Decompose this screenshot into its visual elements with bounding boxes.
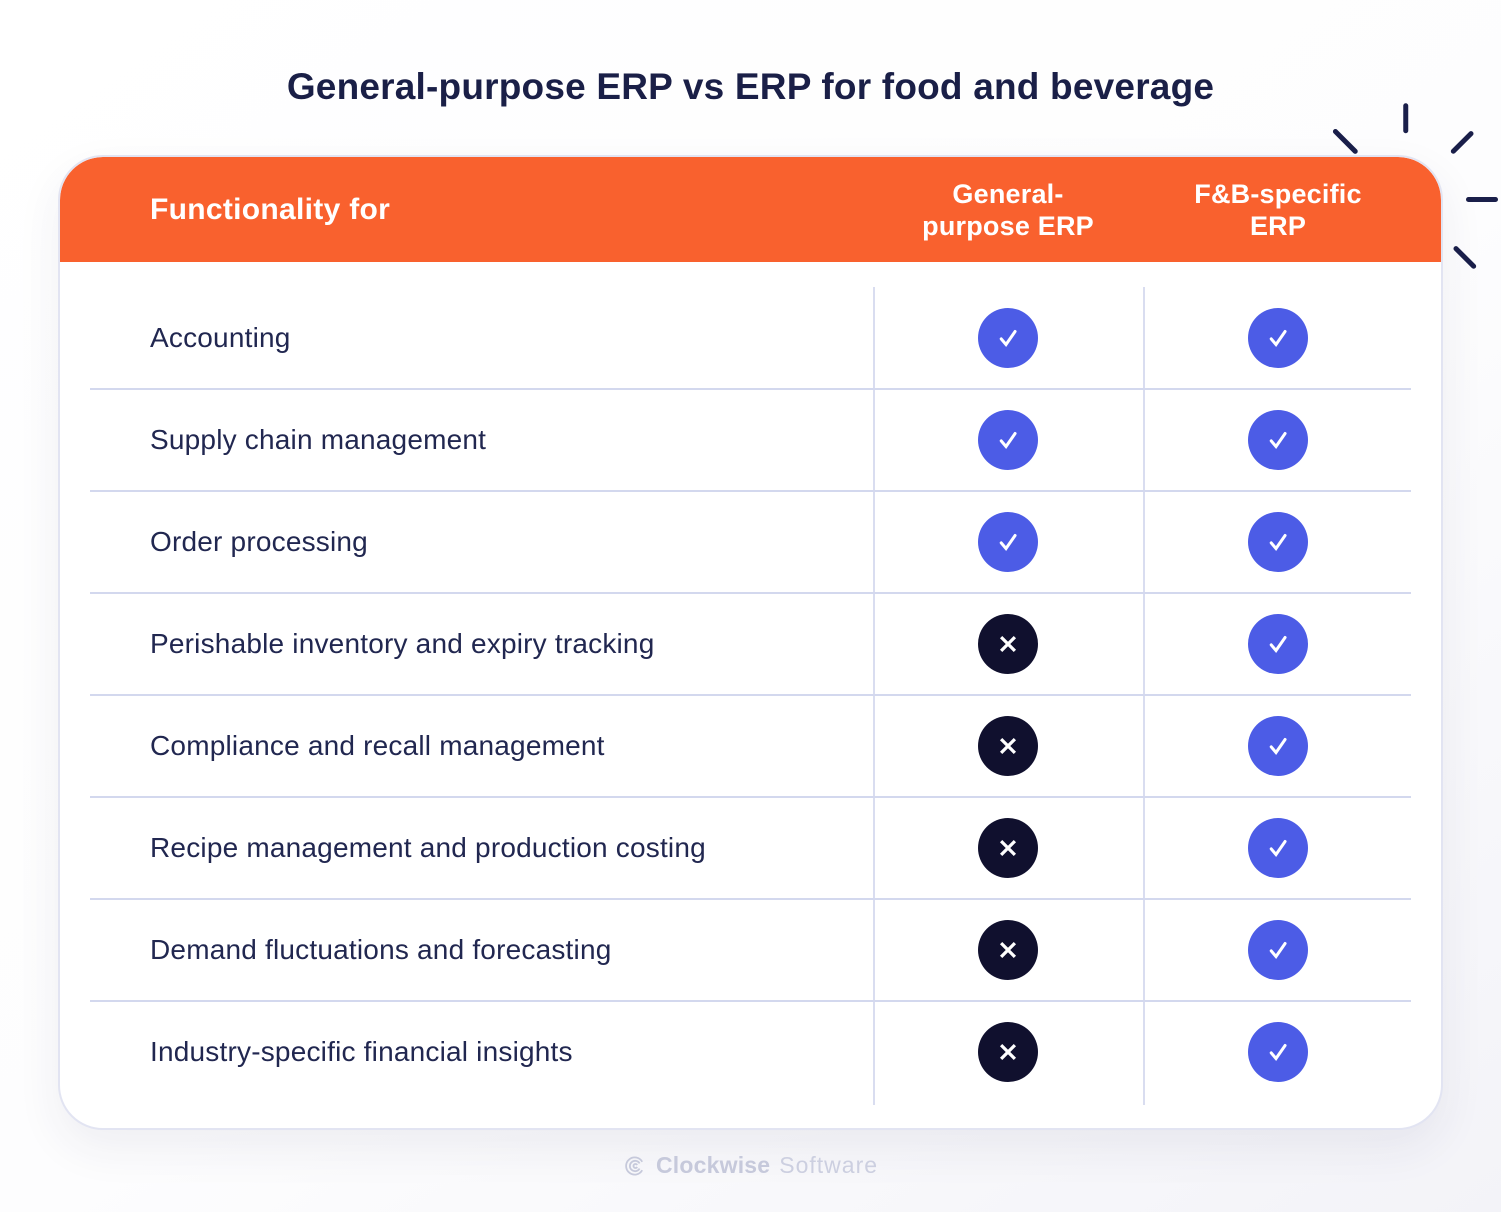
check-icon (1248, 410, 1308, 470)
fnb-specific-cell (1143, 614, 1413, 674)
general-purpose-cell (873, 410, 1143, 470)
table-row: Accounting (60, 287, 1441, 389)
table-row: Perishable inventory and expiry tracking (60, 592, 1441, 695)
feature-label: Order processing (60, 526, 873, 558)
table-row: Compliance and recall management (60, 694, 1441, 797)
check-icon (1248, 818, 1308, 878)
brand-name: Clockwise (655, 1152, 771, 1178)
check-icon (1248, 512, 1308, 572)
table-header: Functionality for General- purpose ERP F… (60, 157, 1441, 262)
table-row: Demand fluctuations and forecasting (60, 898, 1441, 1001)
cross-icon (978, 716, 1038, 776)
burst-line-icon (1452, 245, 1478, 270)
table-row: Order processing (60, 490, 1441, 593)
fnb-specific-cell (1143, 410, 1413, 470)
table-body: Accounting Supply chain management Order… (60, 262, 1441, 1105)
feature-text: Supply chain management (150, 424, 487, 455)
burst-line-icon (1403, 103, 1409, 134)
cross-icon (978, 614, 1038, 674)
table-rows: Accounting Supply chain management Order… (60, 287, 1441, 1103)
feature-text: Perishable inventory and expiry tracking (150, 628, 655, 659)
header-line: General- (952, 178, 1064, 209)
general-purpose-cell (873, 716, 1143, 776)
fnb-specific-erp-header: F&B-specific ERP (1143, 178, 1413, 242)
feature-label: Supply chain management (60, 424, 873, 456)
check-icon (1248, 920, 1308, 980)
cross-icon (978, 818, 1038, 878)
general-purpose-cell (873, 512, 1143, 572)
feature-label: Demand fluctuations and forecasting (60, 934, 873, 966)
fnb-specific-cell (1143, 1022, 1413, 1082)
feature-label: Industry-specific financial insights (60, 1036, 873, 1068)
fnb-specific-cell (1143, 308, 1413, 368)
cross-icon (978, 1022, 1038, 1082)
check-icon (1248, 716, 1308, 776)
check-icon (1248, 614, 1308, 674)
header-line: purpose ERP (922, 210, 1094, 241)
clockwise-logo-icon (625, 1156, 643, 1175)
feature-text: Order processing (150, 526, 368, 557)
functionality-for-header: Functionality for (150, 192, 391, 226)
table-row: Recipe management and production costing (60, 796, 1441, 899)
feature-label: Compliance and recall management (60, 730, 873, 762)
general-purpose-cell (873, 1022, 1143, 1082)
page-title: General-purpose ERP vs ERP for food and … (286, 66, 1215, 107)
check-icon (1248, 308, 1308, 368)
feature-text: Recipe management and production costing (150, 832, 706, 863)
feature-text: Demand fluctuations and forecasting (150, 934, 612, 965)
table-row: Supply chain management (60, 388, 1441, 491)
check-icon (1248, 1022, 1308, 1082)
general-purpose-erp-header: General- purpose ERP (873, 178, 1143, 242)
feature-text: Industry-specific financial insights (150, 1036, 573, 1067)
feature-label: Recipe management and production costing (60, 832, 873, 864)
general-purpose-cell (873, 818, 1143, 878)
burst-line-icon (1466, 197, 1498, 202)
burst-line-icon (1332, 127, 1359, 155)
feature-label: Perishable inventory and expiry tracking (60, 628, 873, 660)
column-divider (873, 287, 875, 1105)
feature-text: Accounting (150, 322, 291, 353)
general-purpose-cell (873, 920, 1143, 980)
fnb-specific-cell (1143, 920, 1413, 980)
header-line: F&B-specific (1194, 178, 1362, 209)
brand-suffix: Software (779, 1152, 879, 1178)
general-purpose-cell (873, 614, 1143, 674)
comparison-table-card: Functionality for General- purpose ERP F… (58, 155, 1443, 1130)
fnb-specific-cell (1143, 716, 1413, 776)
check-icon (978, 308, 1038, 368)
fnb-specific-cell (1143, 818, 1413, 878)
header-line: ERP (1249, 210, 1307, 241)
table-row: Industry-specific financial insights (60, 1000, 1441, 1103)
brand-footer: Clockwise Software (0, 1152, 1501, 1179)
column-divider (1143, 287, 1145, 1105)
fnb-specific-cell (1143, 512, 1413, 572)
general-purpose-cell (873, 308, 1143, 368)
burst-line-icon (1449, 130, 1475, 155)
feature-label: Accounting (60, 322, 873, 354)
check-icon (978, 512, 1038, 572)
feature-text: Compliance and recall management (150, 730, 605, 761)
check-icon (978, 410, 1038, 470)
cross-icon (978, 920, 1038, 980)
